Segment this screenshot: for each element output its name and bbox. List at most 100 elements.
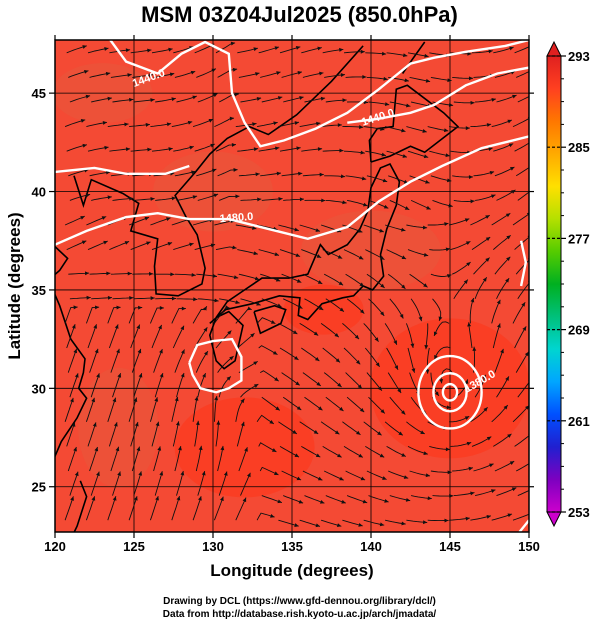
streamline-arrow xyxy=(342,98,347,103)
streamline-arrow xyxy=(96,373,100,378)
streamline-arrow xyxy=(486,123,492,127)
streamline-arrow xyxy=(294,121,299,125)
streamline-arrow xyxy=(380,409,385,414)
colorbar-tick-label: 277 xyxy=(568,231,590,246)
colorbar: 253 261 269 277 285 293 xyxy=(546,40,590,528)
streamline-arrow xyxy=(320,96,326,101)
streamline-arrow xyxy=(247,306,252,311)
coast-korea-russia xyxy=(73,45,364,297)
streamline xyxy=(87,422,97,447)
streamline xyxy=(195,445,202,472)
streamline-arrow xyxy=(240,421,245,427)
streamline-arrow xyxy=(316,254,322,258)
streamline-arrow xyxy=(255,72,260,76)
streamline-arrow xyxy=(136,446,141,452)
streamline-arrow xyxy=(105,170,111,175)
streamline-arrow xyxy=(81,240,87,245)
streamline xyxy=(69,471,79,496)
streamline-arrow xyxy=(294,355,299,360)
streamline-arrow xyxy=(448,203,453,208)
streamline-arrow xyxy=(525,405,529,410)
streamline xyxy=(172,421,180,447)
streamline-arrow xyxy=(422,520,428,525)
y-tick-label: 35 xyxy=(32,283,46,298)
streamline-arrow xyxy=(362,74,367,79)
streamline-arrow xyxy=(129,295,134,300)
streamline xyxy=(128,496,138,521)
streamline xyxy=(389,298,404,319)
streamline-arrow xyxy=(91,496,96,501)
streamline-arrow xyxy=(317,147,323,152)
credit-drawing: Drawing by DCL (https://www.gfd-dennou.o… xyxy=(163,596,436,607)
y-tick-label: 30 xyxy=(32,381,46,396)
streamline-arrow xyxy=(496,323,501,328)
streamline-arrow xyxy=(468,175,474,180)
streamline-arrow xyxy=(149,271,154,276)
streamline-arrow xyxy=(145,122,150,127)
streamline-arrow xyxy=(491,97,496,102)
streamline xyxy=(516,71,529,78)
streamline-arrow xyxy=(101,216,107,220)
streamline-arrow xyxy=(116,305,121,310)
streamline xyxy=(515,259,529,275)
streamline-arrow xyxy=(524,351,529,357)
streamline-arrow xyxy=(339,307,344,312)
streamline-arrow xyxy=(485,215,490,219)
streamline-arrow xyxy=(531,460,535,464)
streamline-arrow xyxy=(176,496,181,501)
streamline xyxy=(468,322,473,349)
streamline-arrow xyxy=(486,514,491,519)
streamline xyxy=(108,422,118,447)
streamline-arrow xyxy=(178,446,182,451)
streamline-arrow xyxy=(313,430,319,434)
streamline-arrow xyxy=(181,306,186,311)
streamline-arrow xyxy=(112,397,117,403)
streamline-arrow xyxy=(138,373,143,378)
streamline-arrow xyxy=(522,326,527,331)
streamline-arrow xyxy=(361,176,367,181)
streamline xyxy=(133,373,143,398)
streamline-arrow xyxy=(157,446,162,451)
streamline-arrow xyxy=(250,333,255,338)
streamline xyxy=(405,323,414,348)
streamline-arrow xyxy=(85,94,91,99)
streamline-arrow xyxy=(489,463,494,468)
streamline-arrow xyxy=(171,196,176,201)
streamline-arrow xyxy=(190,70,196,75)
streamline-arrow xyxy=(274,146,280,151)
streamline-arrow xyxy=(169,72,175,77)
streamline-arrow xyxy=(381,51,387,56)
streamline-arrow xyxy=(341,499,346,504)
streamline-arrow xyxy=(204,351,208,356)
x-tick-label: 120 xyxy=(44,539,66,554)
streamline-arrow xyxy=(355,360,361,365)
streamline-arrow xyxy=(401,128,406,133)
streamline xyxy=(171,495,180,521)
streamline xyxy=(64,496,74,521)
streamline-arrow xyxy=(202,373,206,378)
streamline-arrow xyxy=(73,447,77,452)
streamline xyxy=(515,167,529,177)
streamline-arrow xyxy=(213,193,219,198)
streamline-arrow xyxy=(423,252,429,257)
streamline-arrow xyxy=(380,311,385,316)
streamline-arrow xyxy=(358,453,363,458)
streamline-arrow xyxy=(112,496,117,501)
streamline-arrow xyxy=(377,431,382,436)
streamline-arrow xyxy=(257,197,262,202)
streamline xyxy=(514,46,529,54)
streamline-arrow xyxy=(71,324,76,329)
streamline-arrow xyxy=(383,204,389,209)
streamline-arrow xyxy=(317,476,323,481)
streamline xyxy=(174,446,182,472)
streamline xyxy=(151,421,159,447)
streamline-arrow xyxy=(384,102,390,107)
streamline-arrow xyxy=(203,306,207,311)
streamline-arrow xyxy=(439,379,444,384)
streamline-arrow xyxy=(506,235,511,240)
streamline-arrow xyxy=(223,471,228,476)
streamline-arrow xyxy=(360,150,365,155)
streamline-arrow xyxy=(114,324,119,329)
streamline-arrow xyxy=(273,121,278,126)
streamline-arrow xyxy=(339,406,344,411)
